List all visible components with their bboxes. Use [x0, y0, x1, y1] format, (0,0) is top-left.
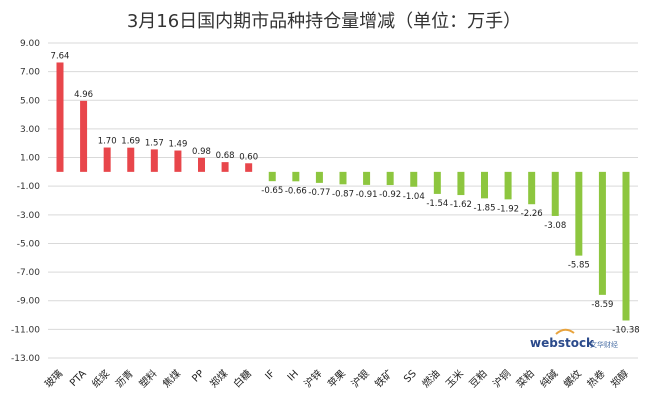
data-label: -1.92 [497, 204, 519, 214]
data-label: 0.68 [216, 151, 235, 161]
bar [315, 171, 323, 183]
watermark-brand: webstock [530, 336, 595, 350]
bar [598, 171, 606, 295]
bars [56, 62, 630, 321]
bar [268, 171, 276, 182]
data-label: -1.62 [450, 200, 472, 210]
y-tick-label: -11.00 [11, 325, 40, 335]
data-label: 1.49 [168, 140, 187, 150]
bar [292, 171, 300, 182]
data-label: -1.85 [474, 203, 496, 213]
bar [221, 162, 229, 172]
bar [457, 171, 465, 196]
bar [339, 171, 347, 185]
data-label: 1.69 [121, 137, 140, 147]
y-tick-label: 1.00 [20, 154, 40, 164]
data-label: 0.98 [192, 147, 211, 157]
bar [198, 157, 205, 172]
bar [56, 62, 64, 172]
data-label: -0.91 [356, 190, 378, 200]
data-label: -0.92 [379, 190, 401, 200]
y-tick-label: -5.00 [17, 239, 41, 249]
y-tick-label: 7.00 [20, 68, 40, 78]
data-label: 1.70 [98, 137, 117, 147]
data-label: -10.38 [612, 325, 639, 335]
webstock-logo: webstock 文华财经 [530, 328, 618, 350]
data-label: -0.77 [308, 188, 330, 198]
data-label: 7.64 [51, 51, 70, 61]
bar [575, 171, 583, 256]
bar [433, 171, 441, 194]
bar [174, 150, 182, 172]
data-label: -1.04 [403, 192, 425, 202]
data-label: -0.87 [332, 189, 354, 199]
y-tick-label: -13.00 [11, 354, 40, 364]
bar [622, 171, 630, 321]
data-label: 4.96 [74, 90, 93, 100]
gridlines [48, 42, 638, 359]
bar [410, 171, 418, 187]
y-tick-label: -3.00 [17, 211, 41, 221]
data-label: -2.26 [521, 209, 543, 219]
data-label: 1.57 [145, 138, 164, 148]
data-label: -0.65 [261, 186, 283, 196]
y-tick-label: -7.00 [17, 268, 41, 278]
y-tick-label: -1.00 [17, 182, 41, 192]
bar [504, 171, 512, 200]
bar [127, 147, 135, 172]
data-label: -0.66 [285, 186, 307, 196]
y-tick-label: 5.00 [20, 96, 40, 106]
data-labels: 7.64 4.96 1.70 1.69 1.57 1.49 0.98 0.68 0.60 -0.6… [51, 51, 640, 335]
data-label: -5.85 [568, 261, 590, 271]
y-tick-label: 9.00 [20, 39, 40, 49]
bar [103, 147, 111, 172]
data-label: 0.60 [239, 152, 258, 162]
data-label: -8.59 [591, 300, 613, 310]
y-tick-label: -9.00 [17, 297, 41, 307]
y-tick-label: 3.00 [20, 125, 40, 135]
bar [150, 149, 158, 172]
bar [245, 163, 253, 172]
chart-title: 3月16日国内期市品种持仓量增减（单位：万手） [127, 11, 521, 32]
bar [363, 171, 371, 185]
bar [481, 171, 488, 199]
data-label: -1.54 [426, 199, 448, 209]
bar [528, 171, 536, 205]
data-label: -3.08 [544, 221, 566, 231]
bar [386, 171, 394, 186]
y-axis-ticks: 9.00 7.00 5.00 3.00 1.00 -1.00 -3.00 -5.00 -7.00… [11, 39, 40, 364]
watermark-subtitle: 文华财经 [590, 340, 618, 349]
bar [80, 100, 88, 172]
bar [551, 171, 559, 216]
